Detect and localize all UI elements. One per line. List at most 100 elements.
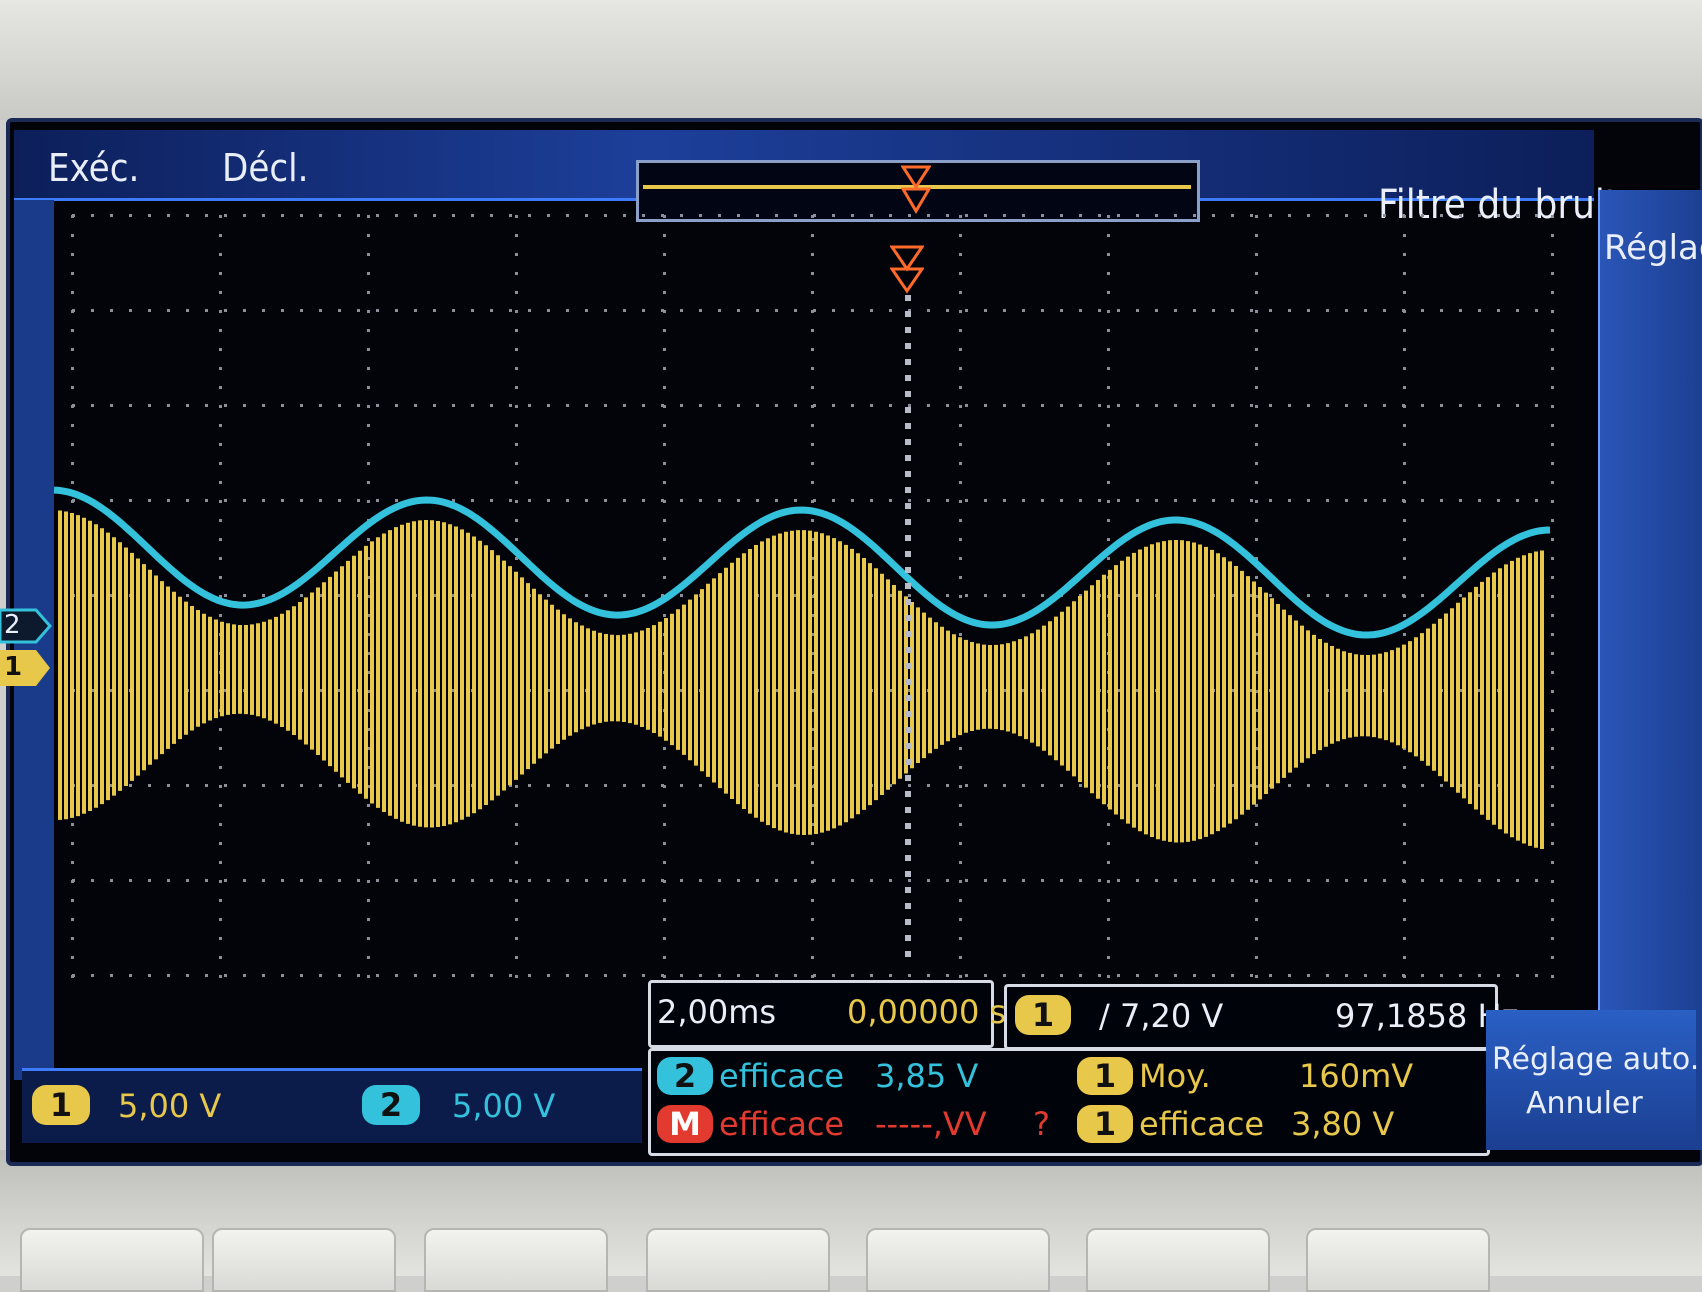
graticule-dot	[984, 499, 987, 502]
measurements-panel[interactable]: 2 efficace 3,85 V M efficace -----,VV ? …	[648, 1048, 1490, 1156]
graticule-dot	[281, 784, 284, 787]
graticule-dot	[395, 404, 398, 407]
graticule-dot	[811, 329, 814, 332]
graticule-dot	[367, 291, 370, 294]
graticule-dot	[219, 253, 222, 256]
graticule-dot	[262, 309, 265, 312]
graticule-dot	[811, 386, 814, 389]
graticule-dot	[71, 253, 74, 256]
graticule-dot	[243, 499, 246, 502]
graticule-dot	[547, 784, 550, 787]
trigger-line-dot	[905, 327, 911, 333]
graticule-dot	[1107, 272, 1110, 275]
graticule-dot	[585, 309, 588, 312]
softkey-6[interactable]	[1086, 1228, 1270, 1292]
trigger-readout[interactable]: 1 ∕ 7,20 V 97,1858 Hz	[1004, 984, 1518, 1050]
side-menu[interactable]	[1598, 190, 1702, 1150]
graticule-dot	[1079, 309, 1082, 312]
graticule-dot	[908, 689, 911, 692]
graticule-dot	[1022, 309, 1025, 312]
softkey-5[interactable]	[866, 1228, 1050, 1292]
ch1-badge[interactable]: 1	[32, 1085, 90, 1125]
graticule-dot	[1193, 974, 1196, 977]
softkey-7[interactable]	[1306, 1228, 1490, 1292]
trigger-position-line	[905, 295, 911, 957]
graticule-dot	[1255, 956, 1258, 959]
ch2-waveform	[53, 486, 1551, 639]
softkey-1[interactable]	[20, 1228, 204, 1292]
graticule-dot	[623, 309, 626, 312]
graticule-dot	[1478, 974, 1481, 977]
graticule-dot	[243, 214, 246, 217]
graticule-dot	[663, 880, 666, 883]
graticule-dot	[1231, 309, 1234, 312]
graticule-dot	[1516, 214, 1519, 217]
graticule-dot	[1551, 234, 1554, 237]
graticule-dot	[376, 879, 379, 882]
record-overview	[636, 160, 1200, 222]
graticule-dot	[984, 784, 987, 787]
graticule-dot	[1535, 214, 1538, 217]
graticule-dot	[585, 974, 588, 977]
graticule-dot	[604, 784, 607, 787]
graticule-dot	[1421, 974, 1424, 977]
graticule-dot	[1155, 974, 1158, 977]
graticule-dot	[927, 404, 930, 407]
graticule-dot	[959, 329, 962, 332]
graticule-dot	[604, 214, 607, 217]
trigger-line-dot	[905, 855, 911, 861]
graticule-dot	[1269, 974, 1272, 977]
graticule-dot	[319, 974, 322, 977]
graticule-dot	[832, 974, 835, 977]
graticule-dot	[367, 975, 370, 978]
graticule-dot	[1326, 309, 1329, 312]
softkey-2[interactable]	[212, 1228, 396, 1292]
graticule-dot	[1440, 784, 1443, 787]
graticule-dot	[1345, 404, 1348, 407]
auto-setup-cancel[interactable]: Annuler	[1526, 1086, 1643, 1121]
graticule-dot	[1107, 443, 1110, 446]
measurement-name-mean: Moy.	[1139, 1057, 1211, 1095]
graticule-dot	[281, 879, 284, 882]
graticule-dot	[319, 404, 322, 407]
graticule-dot	[71, 329, 74, 332]
graticule-dot	[515, 956, 518, 959]
graticule-dot	[661, 594, 664, 597]
graticule-dot	[699, 499, 702, 502]
graticule-dot	[129, 214, 132, 217]
graticule-dot	[811, 785, 814, 788]
graticule-dot	[509, 974, 512, 977]
graticule-dot	[1403, 253, 1406, 256]
softkey-4[interactable]	[646, 1228, 830, 1292]
graticule-dot	[110, 214, 113, 217]
graticule-dot	[1459, 214, 1462, 217]
graticule-dot	[1250, 879, 1253, 882]
graticule-dot	[663, 614, 666, 617]
graticule-dot	[811, 538, 814, 541]
graticule-dot	[1117, 594, 1120, 597]
softkey-3[interactable]	[424, 1228, 608, 1292]
measurement-name-rms: efficace	[1139, 1105, 1265, 1143]
graticule-dot	[984, 594, 987, 597]
graticule-dot	[737, 309, 740, 312]
graticule-dot	[1497, 214, 1500, 217]
graticule-dot	[959, 405, 962, 408]
graticule-dot	[528, 404, 531, 407]
graticule-dot	[889, 879, 892, 882]
auto-setup-menu[interactable]: Réglage auto. Annuler	[1486, 1010, 1699, 1150]
graticule-dot	[959, 899, 962, 902]
ch2-badge[interactable]: 2	[362, 1085, 420, 1125]
graticule-dot	[811, 975, 814, 978]
graticule-dot	[1551, 766, 1554, 769]
graticule-dot	[414, 404, 417, 407]
side-menu-label[interactable]: Réglag	[1604, 228, 1702, 268]
timebase-readout[interactable]: 2,00ms 0,00000 s	[648, 980, 1006, 1048]
graticule-dot	[1364, 974, 1367, 977]
graticule-dot	[1041, 309, 1044, 312]
graticule-dot	[737, 404, 740, 407]
graticule-dot	[490, 214, 493, 217]
trigger-line-dot	[905, 711, 911, 717]
graticule-dot	[1255, 424, 1258, 427]
graticule-dot	[219, 272, 222, 275]
ch2-marker: 2	[4, 610, 21, 640]
